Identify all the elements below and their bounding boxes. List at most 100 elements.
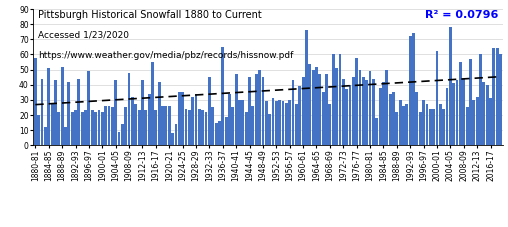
Bar	[325, 74, 328, 145]
Bar	[489, 98, 492, 145]
Bar	[496, 48, 499, 145]
Bar	[483, 82, 485, 145]
Bar	[281, 101, 284, 145]
Bar	[278, 100, 281, 145]
Bar	[101, 112, 104, 145]
Bar	[225, 116, 228, 145]
Bar	[251, 106, 255, 145]
Bar	[171, 133, 174, 145]
Bar	[312, 70, 314, 145]
Bar	[131, 97, 134, 145]
Bar	[285, 103, 288, 145]
Bar	[338, 54, 341, 145]
Bar	[392, 92, 395, 145]
Bar	[64, 127, 67, 145]
Bar	[121, 124, 124, 145]
Bar	[275, 101, 278, 145]
Bar	[47, 68, 50, 145]
Bar	[154, 111, 157, 145]
Bar	[148, 94, 150, 145]
Bar	[232, 107, 234, 145]
Bar	[475, 97, 479, 145]
Bar	[84, 111, 87, 145]
Bar	[332, 54, 335, 145]
Bar	[74, 111, 77, 145]
Bar	[175, 124, 177, 145]
Bar	[201, 111, 204, 145]
Bar	[402, 106, 405, 145]
Bar	[221, 47, 224, 145]
Bar	[378, 88, 382, 145]
Bar	[492, 48, 495, 145]
Bar	[151, 62, 154, 145]
Text: Accessed 1/23/2020: Accessed 1/23/2020	[38, 31, 129, 40]
Bar	[138, 111, 141, 145]
Bar	[114, 80, 117, 145]
Text: https://www.weather.gov/media/pbz/records/hissnow.pdf: https://www.weather.gov/media/pbz/record…	[38, 51, 293, 60]
Bar	[362, 77, 365, 145]
Bar	[295, 104, 298, 145]
Bar	[452, 83, 455, 145]
Bar	[41, 79, 44, 145]
Bar	[395, 112, 398, 145]
Bar	[208, 77, 211, 145]
Bar	[94, 112, 97, 145]
Bar	[34, 57, 37, 145]
Bar	[329, 104, 331, 145]
Bar	[302, 77, 304, 145]
Bar	[459, 62, 462, 145]
Bar	[292, 80, 295, 145]
Bar	[77, 79, 80, 145]
Bar	[134, 104, 137, 145]
Bar	[412, 33, 415, 145]
Bar	[218, 121, 221, 145]
Bar	[211, 107, 214, 145]
Bar	[181, 92, 184, 145]
Bar	[442, 109, 445, 145]
Bar	[439, 104, 442, 145]
Bar	[342, 79, 345, 145]
Bar	[198, 109, 201, 145]
Bar	[426, 104, 428, 145]
Bar	[235, 74, 238, 145]
Bar	[61, 67, 64, 145]
Bar	[98, 111, 101, 145]
Bar	[479, 54, 482, 145]
Bar	[51, 103, 53, 145]
Bar	[81, 112, 84, 145]
Bar	[71, 112, 74, 145]
Bar	[348, 85, 352, 145]
Bar	[188, 111, 190, 145]
Bar	[345, 89, 348, 145]
Bar	[178, 92, 181, 145]
Bar	[228, 94, 231, 145]
Bar	[456, 80, 459, 145]
Bar	[432, 109, 435, 145]
Bar	[265, 101, 268, 145]
Bar	[335, 68, 338, 145]
Bar	[168, 106, 171, 145]
Bar	[44, 127, 47, 145]
Bar	[389, 94, 392, 145]
Bar	[405, 104, 408, 145]
Bar	[352, 77, 355, 145]
Bar	[128, 73, 131, 145]
Bar	[241, 100, 244, 145]
Bar	[315, 67, 318, 145]
Bar	[104, 106, 107, 145]
Bar	[429, 109, 432, 145]
Bar	[118, 132, 120, 145]
Bar	[238, 100, 241, 145]
Bar	[422, 100, 425, 145]
Bar	[359, 70, 361, 145]
Bar	[195, 94, 198, 145]
Bar	[37, 115, 40, 145]
Bar	[248, 77, 251, 145]
Bar	[298, 86, 301, 145]
Bar	[205, 112, 207, 145]
Text: Pittsburgh Historical Snowfall 1880 to Current: Pittsburgh Historical Snowfall 1880 to C…	[38, 10, 262, 20]
Bar	[369, 71, 371, 145]
Bar	[372, 79, 375, 145]
Bar	[161, 106, 164, 145]
Bar	[191, 97, 194, 145]
